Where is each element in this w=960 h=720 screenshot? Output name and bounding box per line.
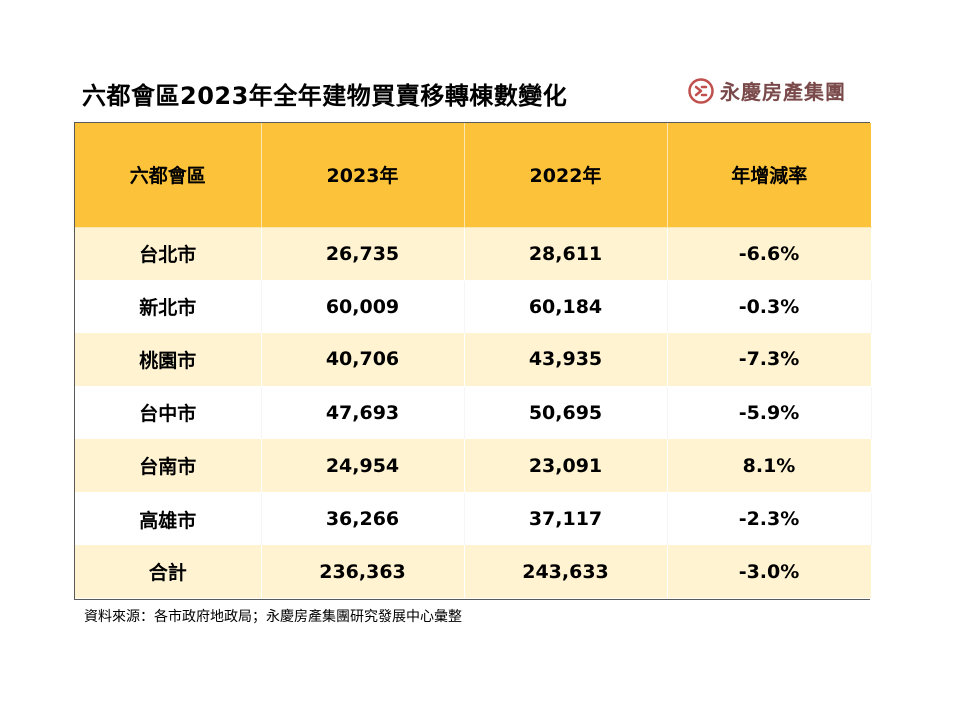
cell-2023: 36,266: [261, 492, 465, 546]
cell-2022: 23,091: [464, 439, 668, 493]
header-2022: 2022年: [464, 123, 668, 228]
header-2023: 2023年: [261, 123, 465, 228]
cell-rate: -6.6%: [667, 227, 872, 281]
cell-2022: 243,633: [464, 545, 668, 600]
cell-rate: -5.9%: [667, 386, 872, 440]
yungching-logo-icon: [688, 77, 714, 104]
table-row: 台南市 24,954 23,091 8.1%: [75, 439, 872, 493]
cell-rate: -7.3%: [667, 333, 872, 387]
cell-city: 新北市: [75, 280, 262, 334]
cell-2023: 47,693: [261, 386, 465, 440]
cell-2022: 43,935: [464, 333, 668, 387]
cell-rate: -2.3%: [667, 492, 872, 546]
cell-2023: 40,706: [261, 333, 465, 387]
cell-city: 桃園市: [75, 333, 262, 387]
cell-rate: 8.1%: [667, 439, 872, 493]
cell-2022: 37,117: [464, 492, 668, 546]
cell-2022: 50,695: [464, 386, 668, 440]
table-header-row: 六都會區 2023年 2022年 年增減率: [75, 123, 871, 228]
cell-2023: 60,009: [261, 280, 465, 334]
page-title: 六都會區2023年全年建物買賣移轉棟數變化: [82, 82, 568, 110]
cell-city: 高雄市: [75, 492, 262, 546]
cell-rate: -0.3%: [667, 280, 872, 334]
cell-city: 合計: [75, 545, 262, 600]
table-row: 高雄市 36,266 37,117 -2.3%: [75, 492, 872, 546]
table-row: 桃園市 40,706 43,935 -7.3%: [75, 333, 872, 387]
cell-2022: 28,611: [464, 227, 668, 281]
cell-2023: 24,954: [261, 439, 465, 493]
cell-city: 台北市: [75, 227, 262, 281]
cell-2022: 60,184: [464, 280, 668, 334]
cell-2023: 236,363: [261, 545, 465, 600]
source-note: 資料來源：各市政府地政局；永慶房產集團研究發展中心彙整: [84, 609, 462, 625]
cell-rate: -3.0%: [667, 545, 872, 600]
brand-name: 永慶房產集團: [720, 80, 846, 104]
cell-2023: 26,735: [261, 227, 465, 281]
header-city: 六都會區: [75, 123, 262, 228]
table-total-row: 合計 236,363 243,633 -3.0%: [75, 545, 872, 600]
transfer-table: 六都會區 2023年 2022年 年增減率 台北市 26,735 28,611 …: [74, 122, 872, 600]
table-row: 新北市 60,009 60,184 -0.3%: [75, 280, 872, 334]
cell-city: 台南市: [75, 439, 262, 493]
table-row: 台北市 26,735 28,611 -6.6%: [75, 227, 872, 281]
cell-city: 台中市: [75, 386, 262, 440]
brand-logo: 永慶房產集團: [688, 76, 846, 105]
header-rate: 年增減率: [667, 123, 871, 228]
table-row: 台中市 47,693 50,695 -5.9%: [75, 386, 872, 440]
